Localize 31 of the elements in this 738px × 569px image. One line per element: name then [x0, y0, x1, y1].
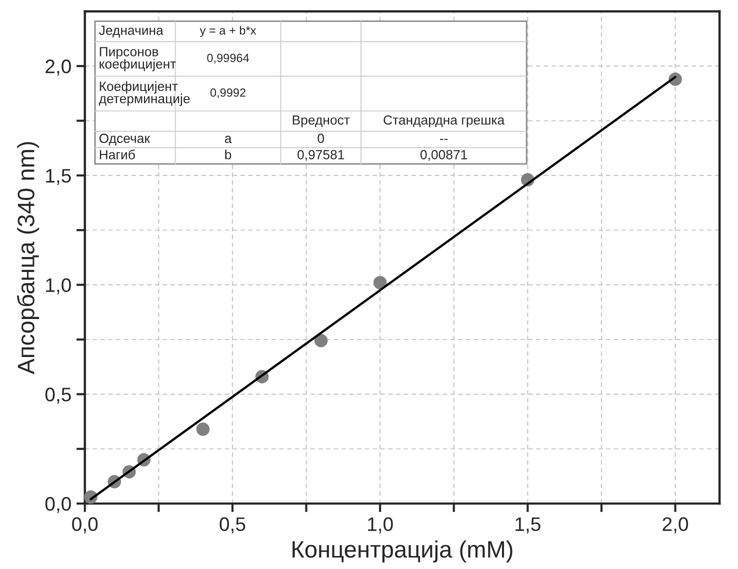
y-tick-label: 2,0 — [46, 60, 71, 76]
point — [314, 334, 328, 348]
y-tick-label: 0,0 — [45, 497, 71, 514]
annotation: Коефицијент детерминације — [98, 81, 190, 106]
annotation: Нагиб — [100, 150, 135, 160]
x-axis-title: Концентрација (mM) — [292, 540, 512, 562]
annotation: 0,00871 — [420, 150, 468, 161]
annotation: Пирсонов коефицијент — [100, 47, 176, 72]
point — [373, 276, 387, 290]
annotation: Једначина — [99, 26, 164, 38]
annotation: Одсечак — [99, 134, 150, 146]
y-tick-label: 1,5 — [46, 169, 71, 185]
annotation: b — [225, 150, 232, 160]
x-tick-label: 2,0 — [662, 517, 688, 534]
annotation: y = a + b*x — [200, 26, 256, 37]
x-tick-label: 0,5 — [220, 517, 246, 534]
annotation: 0,99964 — [207, 54, 250, 64]
y-tick-label: 0,5 — [45, 388, 71, 404]
x-tick-label: 0,0 — [72, 517, 98, 534]
annotation: 0,9992 — [210, 88, 246, 98]
annotation: Стандардна грешка — [384, 115, 505, 128]
annotation: -- — [440, 138, 448, 140]
x-tick-label: 1,5 — [516, 517, 540, 534]
point — [196, 422, 210, 436]
y-axis-title: Апсорбанца (340 nm) — [16, 142, 40, 374]
annotation: Вредност — [292, 115, 350, 128]
x-tick-label: 1,0 — [368, 517, 393, 534]
annotation: 0,97581 — [298, 150, 344, 161]
annotation: a — [224, 136, 232, 144]
annotation: 0 — [318, 134, 324, 144]
y-tick-label: 1,0 — [46, 278, 71, 294]
